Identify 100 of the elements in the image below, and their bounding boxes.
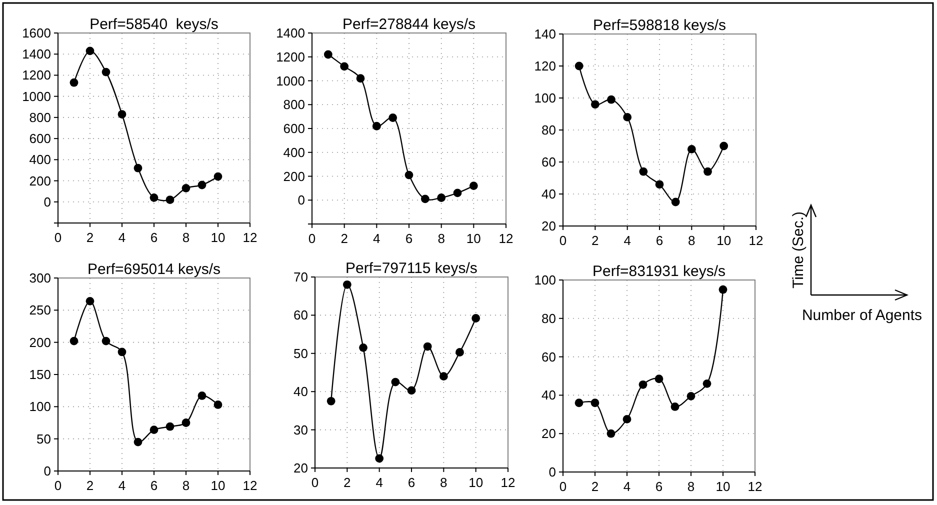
x-tick-label: 2 [591, 479, 599, 494]
x-tick-label: 6 [656, 233, 664, 248]
y-tick-label: 80 [542, 122, 556, 138]
x-tick-label: 10 [210, 230, 226, 245]
point [134, 164, 142, 172]
x-tick-label: 6 [408, 475, 416, 490]
point [469, 182, 478, 190]
point [606, 429, 616, 438]
point [574, 398, 584, 408]
point [86, 296, 94, 306]
chart-title: Perf=695014 keys/s [87, 261, 221, 278]
y-tick-label: 1200 [22, 68, 51, 83]
y-tick-label: 0 [44, 464, 51, 478]
x-tick-label: 12 [748, 233, 764, 248]
point [472, 314, 480, 322]
point [118, 110, 126, 118]
point [687, 145, 696, 154]
point [166, 196, 174, 204]
y-tick-label: 50 [294, 346, 308, 361]
point [453, 188, 462, 198]
x-tick-label: 12 [242, 478, 258, 493]
y-tick-label: 0 [44, 194, 51, 210]
x-tick-label: 6 [655, 479, 663, 494]
y-tick-label: 600 [29, 131, 51, 146]
point [182, 184, 190, 192]
y-tick-label: 200 [29, 173, 51, 188]
x-tick-label: 12 [498, 231, 514, 246]
point [340, 62, 349, 71]
x-tick-label: 4 [376, 475, 383, 490]
y-tick-label: 20 [542, 218, 556, 234]
x-tick-label: 12 [500, 475, 516, 490]
point [671, 198, 680, 206]
x-tick-label: 8 [440, 475, 448, 490]
point [718, 285, 728, 294]
y-tick-label: 1400 [22, 46, 51, 62]
x-tick-label: 2 [86, 478, 94, 493]
point [182, 418, 190, 427]
y-tick-label: 60 [294, 308, 308, 323]
y-tick-label: 250 [29, 302, 51, 318]
point [423, 342, 432, 351]
point [198, 180, 206, 190]
point [623, 113, 632, 122]
point [704, 167, 712, 176]
y-tick-label: 60 [542, 349, 556, 364]
x-tick-label: 2 [86, 230, 94, 245]
y-tick-label: 400 [283, 144, 305, 160]
x-tick-label: 12 [242, 230, 258, 245]
point [356, 74, 365, 83]
x-tick-label: 8 [438, 231, 445, 246]
y-tick-label: 70 [294, 270, 308, 284]
y-tick-label: 1200 [276, 49, 305, 64]
x-tick-label: 4 [118, 478, 126, 493]
x-tick-label: 0 [311, 475, 319, 490]
y-tick-label: 200 [29, 334, 51, 350]
chart-title: Perf=598818 keys/s [592, 17, 726, 34]
point [456, 348, 464, 356]
y-tick-label: 60 [542, 154, 556, 170]
y-tick-label: 100 [534, 272, 556, 288]
point [391, 378, 400, 386]
point [102, 336, 110, 346]
y-tick-label: 20 [294, 460, 308, 476]
point [622, 415, 632, 424]
point [102, 68, 110, 76]
point [720, 142, 728, 150]
point [359, 343, 368, 352]
x-tick-label: 4 [118, 230, 126, 245]
x-tick-label: 12 [748, 479, 762, 494]
x-tick-label: 0 [559, 479, 567, 494]
x-tick-label: 6 [150, 478, 158, 493]
y-tick-label: 800 [283, 97, 305, 112]
point [326, 396, 336, 406]
x-tick-label: 0 [54, 478, 62, 493]
x-tick-label: 2 [592, 233, 599, 248]
point [375, 454, 384, 463]
point [372, 122, 381, 130]
x-tick-label: 10 [210, 478, 226, 493]
point [324, 50, 332, 59]
point [150, 426, 158, 434]
x-tick-label: 6 [405, 231, 413, 246]
y-tick-label: 140 [534, 26, 556, 42]
y-tick-label: 300 [29, 270, 51, 286]
x-tick-label: 10 [466, 231, 481, 246]
chart-title: Perf=278844 keys/s [342, 16, 476, 33]
text: Number of Agents [802, 307, 922, 324]
x-tick-label: 4 [373, 231, 380, 246]
x-tick-label: 8 [182, 478, 190, 493]
x-tick-label: 0 [559, 233, 567, 248]
text: Time (Sec.) [790, 212, 807, 288]
y-tick-label: 400 [29, 152, 51, 168]
point [590, 398, 600, 408]
y-tick-label: 20 [542, 426, 556, 442]
y-tick-label: 0 [298, 192, 305, 208]
point [70, 336, 78, 346]
x-tick-label: 4 [624, 233, 631, 248]
y-tick-label: 40 [542, 186, 556, 202]
point [638, 380, 648, 389]
point [639, 167, 648, 176]
x-tick-label: 0 [54, 230, 62, 245]
point [404, 170, 414, 180]
point [590, 100, 600, 109]
